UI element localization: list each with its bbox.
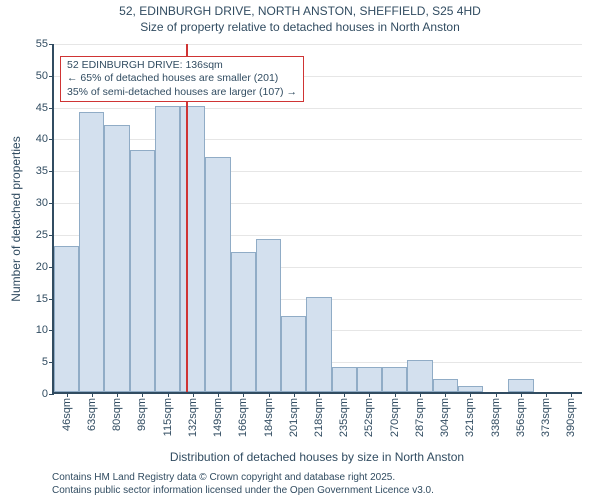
xtick-mark bbox=[294, 392, 295, 397]
ytick-label: 45 bbox=[36, 102, 48, 114]
footer-line1: Contains HM Land Registry data © Crown c… bbox=[52, 472, 434, 485]
xtick-label: 184sqm bbox=[263, 398, 275, 437]
histogram-bar bbox=[231, 252, 256, 392]
histogram-bar bbox=[508, 379, 533, 392]
gridline bbox=[54, 139, 582, 140]
histogram-bar bbox=[281, 316, 306, 392]
chart-title: 52, EDINBURGH DRIVE, NORTH ANSTON, SHEFF… bbox=[0, 4, 600, 35]
xtick-label: 252sqm bbox=[363, 398, 375, 437]
histogram-bar bbox=[332, 367, 357, 392]
ytick-label: 35 bbox=[36, 165, 48, 177]
xtick-mark bbox=[344, 392, 345, 397]
xtick-label: 63sqm bbox=[86, 398, 98, 431]
chart-region: 051015202530354045505546sqm63sqm80sqm98s… bbox=[52, 44, 582, 394]
xtick-mark bbox=[269, 392, 270, 397]
ytick-mark bbox=[49, 139, 54, 140]
xtick-label: 321sqm bbox=[464, 398, 476, 437]
xtick-label: 270sqm bbox=[389, 398, 401, 437]
xtick-mark bbox=[470, 392, 471, 397]
xtick-label: 338sqm bbox=[490, 398, 502, 437]
histogram-bar bbox=[155, 106, 180, 392]
annotation-line1: 52 EDINBURGH DRIVE: 136sqm bbox=[67, 59, 297, 72]
xtick-label: 132sqm bbox=[187, 398, 199, 437]
ytick-mark bbox=[49, 394, 54, 395]
xtick-label: 218sqm bbox=[313, 398, 325, 437]
xtick-mark bbox=[521, 392, 522, 397]
xtick-mark bbox=[117, 392, 118, 397]
histogram-bar bbox=[104, 125, 129, 392]
histogram-bar bbox=[205, 157, 230, 392]
xtick-mark bbox=[193, 392, 194, 397]
title-line1: 52, EDINBURGH DRIVE, NORTH ANSTON, SHEFF… bbox=[0, 4, 600, 20]
ytick-label: 55 bbox=[36, 38, 48, 50]
xtick-label: 149sqm bbox=[212, 398, 224, 437]
histogram-bar bbox=[407, 360, 432, 392]
xtick-label: 46sqm bbox=[61, 398, 73, 431]
xtick-mark bbox=[445, 392, 446, 397]
xtick-mark bbox=[243, 392, 244, 397]
xtick-mark bbox=[67, 392, 68, 397]
footer-attribution: Contains HM Land Registry data © Crown c… bbox=[52, 472, 434, 497]
ytick-label: 0 bbox=[42, 388, 48, 400]
xtick-mark bbox=[546, 392, 547, 397]
ytick-label: 5 bbox=[42, 356, 48, 368]
ytick-mark bbox=[49, 76, 54, 77]
histogram-bar bbox=[79, 112, 104, 392]
gridline bbox=[54, 44, 582, 45]
xtick-label: 98sqm bbox=[136, 398, 148, 431]
ytick-mark bbox=[49, 44, 54, 45]
xtick-mark bbox=[369, 392, 370, 397]
xtick-mark bbox=[92, 392, 93, 397]
annotation-line3: 35% of semi-detached houses are larger (… bbox=[67, 86, 297, 99]
x-axis-label: Distribution of detached houses by size … bbox=[52, 450, 582, 464]
ytick-mark bbox=[49, 171, 54, 172]
ytick-label: 25 bbox=[36, 229, 48, 241]
xtick-label: 80sqm bbox=[111, 398, 123, 431]
y-axis-label: Number of detached properties bbox=[9, 136, 23, 301]
histogram-bar bbox=[306, 297, 331, 392]
xtick-label: 115sqm bbox=[162, 398, 174, 436]
title-line2: Size of property relative to detached ho… bbox=[0, 20, 600, 36]
xtick-mark bbox=[395, 392, 396, 397]
histogram-bar bbox=[433, 379, 458, 392]
gridline bbox=[54, 108, 582, 109]
xtick-mark bbox=[168, 392, 169, 397]
ytick-label: 10 bbox=[36, 324, 48, 336]
xtick-label: 390sqm bbox=[565, 398, 577, 437]
xtick-label: 356sqm bbox=[515, 398, 527, 437]
ytick-label: 50 bbox=[36, 70, 48, 82]
xtick-mark bbox=[142, 392, 143, 397]
histogram-bar bbox=[357, 367, 382, 392]
footer-line2: Contains public sector information licen… bbox=[52, 485, 434, 498]
histogram-bar bbox=[382, 367, 407, 392]
xtick-label: 304sqm bbox=[439, 398, 451, 437]
xtick-mark bbox=[218, 392, 219, 397]
annotation-line2: ← 65% of detached houses are smaller (20… bbox=[67, 72, 297, 85]
ytick-label: 20 bbox=[36, 261, 48, 273]
ytick-label: 15 bbox=[36, 293, 48, 305]
ytick-mark bbox=[49, 235, 54, 236]
ytick-label: 30 bbox=[36, 197, 48, 209]
histogram-bar bbox=[54, 246, 79, 392]
ytick-mark bbox=[49, 108, 54, 109]
xtick-label: 166sqm bbox=[237, 398, 249, 437]
ytick-label: 40 bbox=[36, 133, 48, 145]
xtick-mark bbox=[496, 392, 497, 397]
xtick-label: 287sqm bbox=[414, 398, 426, 437]
xtick-mark bbox=[420, 392, 421, 397]
xtick-label: 201sqm bbox=[288, 398, 300, 437]
plot-area: 051015202530354045505546sqm63sqm80sqm98s… bbox=[52, 44, 582, 394]
xtick-mark bbox=[571, 392, 572, 397]
ytick-mark bbox=[49, 203, 54, 204]
property-annotation: 52 EDINBURGH DRIVE: 136sqm← 65% of detac… bbox=[60, 56, 304, 101]
histogram-bar bbox=[180, 106, 205, 392]
xtick-label: 373sqm bbox=[540, 398, 552, 437]
histogram-bar bbox=[130, 150, 155, 392]
histogram-bar bbox=[256, 239, 281, 392]
xtick-mark bbox=[319, 392, 320, 397]
xtick-label: 235sqm bbox=[338, 398, 350, 437]
